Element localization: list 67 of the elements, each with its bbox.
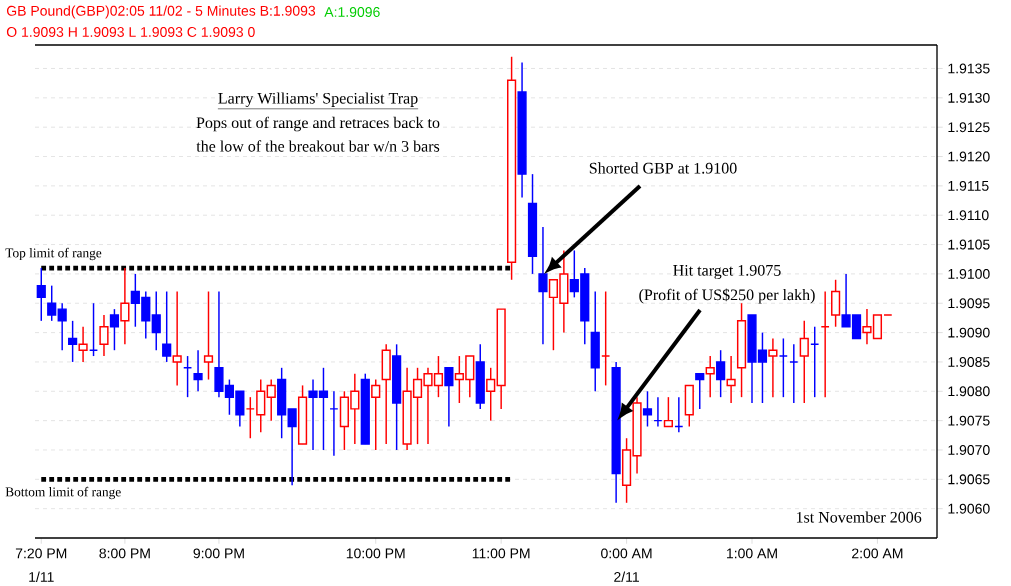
- candlestick: [831, 279, 841, 328]
- y-tick-label: 1.9060: [948, 503, 990, 514]
- candlestick: [663, 396, 673, 428]
- candlestick: [716, 349, 726, 398]
- y-tick-label: 1.9090: [948, 327, 990, 338]
- candlestick: [203, 290, 214, 381]
- candlestick: [36, 267, 46, 322]
- y-tick-label: 1.9105: [948, 239, 990, 250]
- y-tick-label: 1.9125: [948, 122, 990, 133]
- candlestick: [57, 302, 67, 351]
- x-tick-label: 0:00 AM: [601, 548, 652, 559]
- candlestick: [486, 367, 496, 422]
- candlestick: [151, 290, 161, 351]
- y-tick-label: 1.9100: [948, 268, 990, 279]
- annotation: Shorted GBP at 1.9100: [589, 162, 737, 174]
- y-tick-label: 1.9120: [948, 151, 990, 162]
- candlestick: [726, 355, 736, 404]
- x-tick-label: 7:20 PM: [15, 548, 67, 559]
- annotation: Larry Williams' Specialist Trap: [218, 92, 418, 107]
- text: 1/11: [29, 571, 54, 582]
- x-tick-label: 9:00 PM: [193, 548, 244, 559]
- candlestick: [193, 349, 203, 393]
- candlestick: [47, 284, 57, 322]
- candlestick: [695, 372, 705, 410]
- annotation: (Profit of US$250 per lakh): [639, 288, 815, 304]
- annotation: Top limit of range: [5, 247, 102, 261]
- x-tick-label: 11:00 PM: [472, 548, 530, 559]
- candlestick: [78, 325, 88, 363]
- x-tick-label: 2:00 AM: [852, 548, 903, 559]
- annotation: Pops out of range and retraces back to: [196, 116, 440, 132]
- chart-subtitle: O 1.9093 H 1.9093 L 1.9093 C 1.9093 0: [6, 27, 255, 37]
- annotation: Bottom limit of range: [5, 486, 121, 500]
- candlestick: [109, 308, 120, 351]
- candlestick: [768, 337, 778, 398]
- annotation: the low of the breakout bar w/n 3 bars: [196, 140, 440, 152]
- y-tick-label: 1.9070: [948, 445, 990, 455]
- x-tick-label: 10:00 PM: [346, 548, 405, 559]
- y-tick-label: 1.9075: [948, 415, 990, 426]
- y-tick-label: 1.9080: [948, 386, 990, 397]
- text: 2/11: [614, 571, 639, 582]
- y-tick-label: 1.9130: [948, 92, 990, 103]
- x-tick-label: 1:00 AM: [727, 548, 777, 559]
- y-tick-label: 1.9110: [948, 210, 989, 221]
- y-tick-label: 1.9115: [948, 180, 989, 191]
- text: A:1.9096: [324, 7, 380, 17]
- x-tick-label: 8:00 PM: [99, 548, 150, 559]
- candlestick: [371, 378, 381, 451]
- candlestick: [68, 320, 78, 363]
- candlestick: [172, 290, 182, 387]
- candlestick: [162, 290, 172, 363]
- y-tick-label: 1.9065: [948, 474, 990, 485]
- candlestick: [99, 314, 109, 357]
- annotation: Hit target 1.9075: [673, 264, 781, 280]
- candlestick: [642, 390, 653, 428]
- annotation: 1st November 2006: [796, 511, 922, 523]
- candlestick: [799, 320, 809, 404]
- candlestick: [120, 267, 130, 346]
- y-tick-label: 1.9085: [948, 356, 990, 367]
- candlestick: [538, 226, 548, 346]
- candlestick: [256, 378, 266, 434]
- y-tick-label: 1.9135: [948, 63, 990, 74]
- candlestick: [444, 367, 454, 428]
- candlestick: [287, 408, 297, 486]
- chart-title: GB Pound(GBP)02:05 11/02 - 5 Minutes B:1.9093: [6, 5, 316, 19]
- y-tick-label: 1.9095: [948, 298, 990, 309]
- candlestick: [266, 378, 276, 422]
- candlestick: [705, 355, 715, 398]
